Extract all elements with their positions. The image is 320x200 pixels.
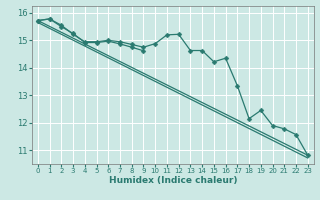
X-axis label: Humidex (Indice chaleur): Humidex (Indice chaleur)	[108, 176, 237, 185]
